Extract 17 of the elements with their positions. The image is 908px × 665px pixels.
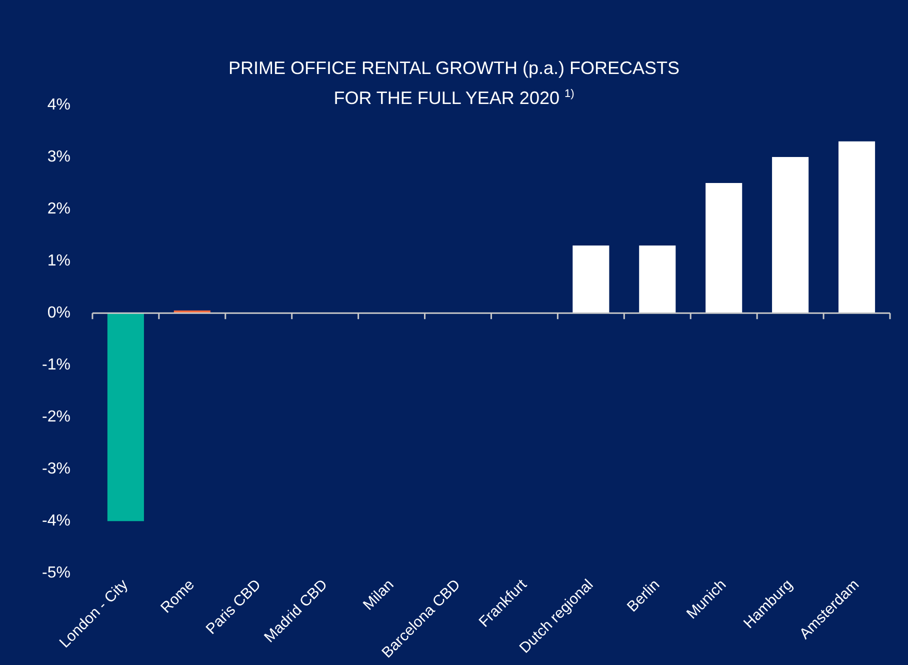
y-tick-label: 3% <box>47 148 70 166</box>
y-tick-label: -3% <box>42 460 70 478</box>
bar <box>572 245 610 314</box>
bar <box>706 183 742 314</box>
bar <box>772 157 809 314</box>
bar <box>107 313 144 522</box>
y-tick-label: -1% <box>42 356 70 374</box>
bar <box>838 141 876 314</box>
y-tick-label: -4% <box>42 512 70 530</box>
bar <box>639 245 676 314</box>
y-tick-label: 0% <box>47 304 70 322</box>
y-tick-label: 4% <box>47 96 70 114</box>
chart-title: PRIME OFFICE RENTAL GROWTH (p.a.) FORECASTS FOR THE FULL YEAR 2020 $^{1)}$ <box>228 58 680 108</box>
y-tick-label: 1% <box>47 252 70 270</box>
y-tick-label: 2% <box>47 200 70 218</box>
y-tick-label: -2% <box>42 408 70 426</box>
y-tick-label: -5% <box>42 564 70 582</box>
